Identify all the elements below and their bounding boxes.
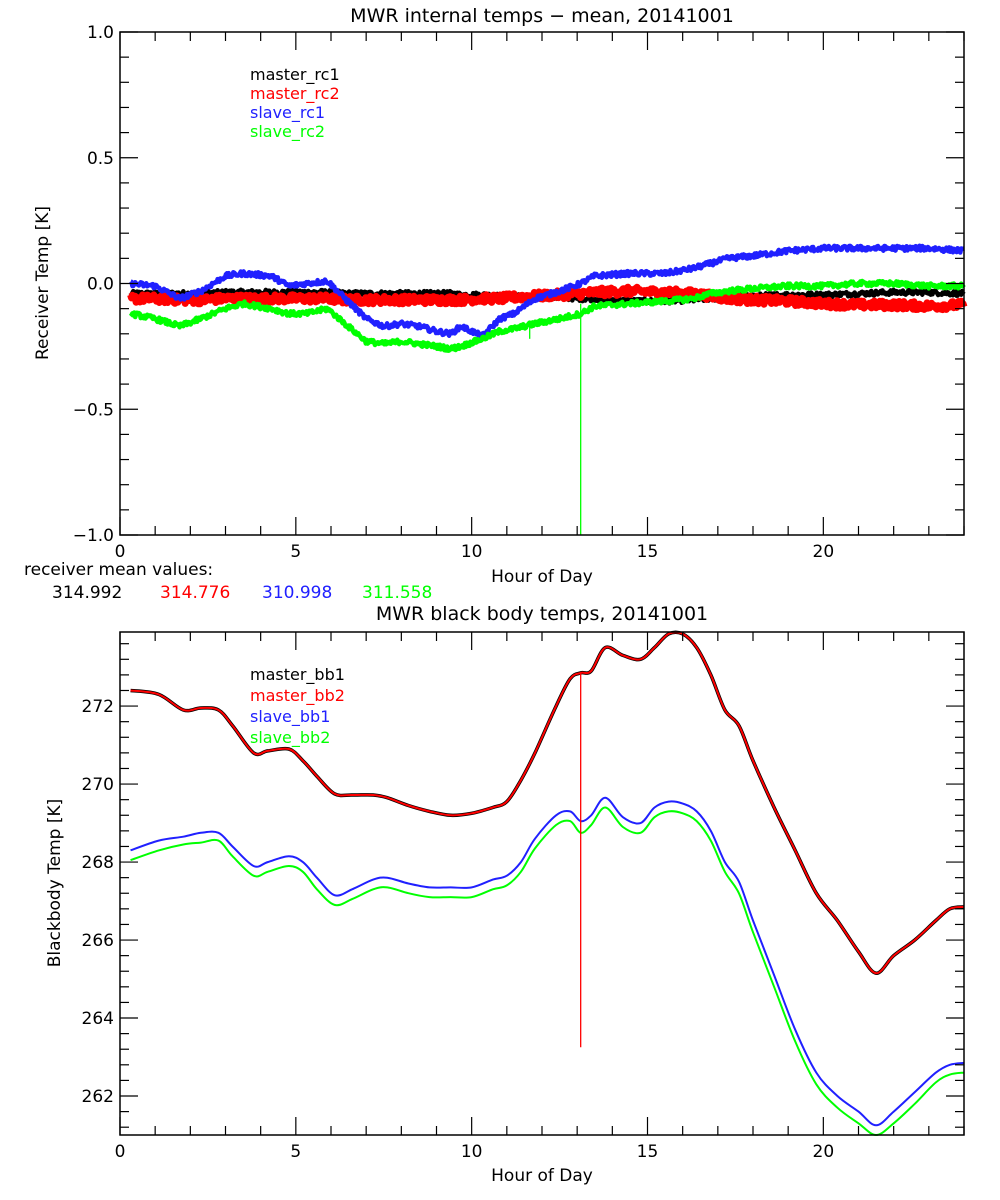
legend-entry-slave_bb2: slave_bb2 — [250, 728, 330, 748]
axis-ticks — [119, 632, 965, 1135]
x-tick-label: 5 — [290, 1142, 301, 1162]
x-tick-label: 0 — [115, 542, 126, 562]
legend-entry-master_bb2: master_bb2 — [250, 686, 345, 706]
receiver-mean-value: 314.992 — [52, 583, 122, 603]
receiver-mean-values: 314.992 314.776 310.998 311.558 — [52, 583, 432, 603]
series-line-slave_bb2 — [130, 806, 965, 1137]
x-tick-label: 5 — [290, 542, 301, 562]
x-tick-label: 15 — [637, 1142, 659, 1162]
chart-title: MWR internal temps − mean, 20141001 — [350, 5, 734, 27]
legend-entry-master_bb1: master_bb1 — [250, 665, 345, 685]
receiver-mean-label: receiver mean values: — [24, 560, 213, 580]
y-tick-label: 268 — [82, 853, 114, 873]
x-axis-label: Hour of Day — [491, 1166, 593, 1186]
y-tick-label: −0.5 — [73, 400, 114, 420]
x-tick-labels: 0 5 10 15 20 — [115, 542, 835, 562]
legend-entry-slave_rc2: slave_rc2 — [250, 122, 325, 142]
x-tick-label: 20 — [813, 1142, 835, 1162]
chart-title: MWR black body temps, 20141001 — [376, 603, 708, 625]
x-axis-label: Hour of Day — [491, 567, 593, 587]
plot-area — [130, 630, 965, 1137]
legend-entry-master_rc1: master_rc1 — [250, 65, 340, 85]
y-tick-label: 262 — [82, 1087, 114, 1107]
y-tick-label: 272 — [82, 697, 114, 717]
y-tick-labels: 262 264 266 268 270 272 — [82, 697, 114, 1107]
y-tick-label: 0.5 — [87, 149, 114, 169]
y-tick-label: −1.0 — [73, 526, 114, 546]
x-tick-label: 15 — [637, 542, 659, 562]
y-tick-label: 270 — [82, 775, 114, 795]
legend-entry-master_rc2: master_rc2 — [250, 84, 340, 104]
x-tick-labels: 0 5 10 15 20 — [115, 1142, 835, 1162]
x-tick-label: 10 — [461, 542, 483, 562]
y-tick-label: 0.0 — [87, 275, 114, 295]
series-line-master_bb2 — [130, 631, 965, 975]
plot-area — [127, 243, 968, 535]
y-tick-labels: 1.0 0.5 0.0 −0.5 −1.0 — [73, 23, 114, 546]
series-line-slave_rc1 — [129, 243, 966, 340]
blackbody-temp-chart: MWR black body temps, 20141001 0 5 10 15 20 … — [45, 603, 965, 1186]
y-tick-label: 264 — [82, 1009, 114, 1029]
x-tick-label: 0 — [115, 1142, 126, 1162]
y-tick-label: 1.0 — [87, 23, 114, 43]
receiver-temp-chart: MWR internal temps − mean, 20141001 0 5 10… — [24, 5, 968, 603]
y-tick-label: 266 — [82, 931, 114, 951]
x-tick-label: 10 — [461, 1142, 483, 1162]
receiver-mean-value: 311.558 — [362, 583, 432, 603]
receiver-mean-value: 310.998 — [262, 583, 332, 603]
x-tick-label: 20 — [813, 542, 835, 562]
legend-entry-slave_bb1: slave_bb1 — [250, 707, 330, 727]
axis-ticks — [119, 31, 965, 536]
series-line-slave_rc2 — [128, 278, 966, 353]
receiver-mean-value: 314.776 — [160, 583, 230, 603]
legend-entry-slave_rc1: slave_rc1 — [250, 103, 325, 123]
y-axis-label: Blackbody Temp [K] — [45, 799, 65, 968]
series-line-slave_bb1 — [130, 796, 965, 1127]
y-axis-label: Receiver Temp [K] — [33, 206, 53, 360]
